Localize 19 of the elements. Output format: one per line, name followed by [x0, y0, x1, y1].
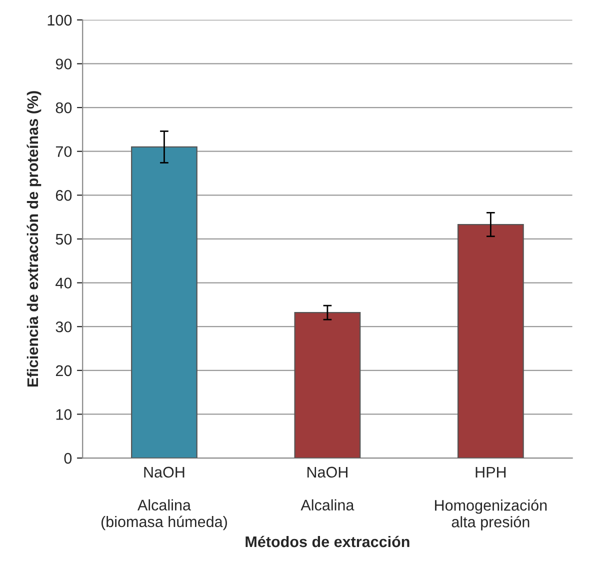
y-tick-label: 0: [64, 452, 72, 464]
y-tick-label: 90: [56, 58, 72, 70]
y-axis-title: Eficiencia de extracción de proteínas (%): [26, 91, 42, 387]
y-tick-label: 100: [48, 14, 72, 26]
y-tick-label: 50: [56, 234, 72, 245]
y-tick-label: 30: [56, 321, 72, 332]
category-label: NaOH Alcalina (biomasa húmeda): [101, 466, 227, 530]
category-label: NaOH Alcalina: [300, 466, 354, 511]
category-label: HPH Homogenización alta presión: [435, 466, 547, 530]
y-tick-label: 80: [56, 102, 72, 114]
bar: [131, 146, 198, 458]
y-tick-label: 70: [56, 146, 72, 158]
bar: [294, 312, 361, 458]
y-tick-label: 20: [56, 365, 72, 376]
y-tick-label: 10: [56, 409, 72, 420]
y-tick-label: 40: [56, 278, 72, 288]
y-tick-label: 60: [56, 190, 72, 201]
x-axis-title: Métodos de extracción: [246, 536, 410, 548]
bar: [457, 224, 524, 458]
